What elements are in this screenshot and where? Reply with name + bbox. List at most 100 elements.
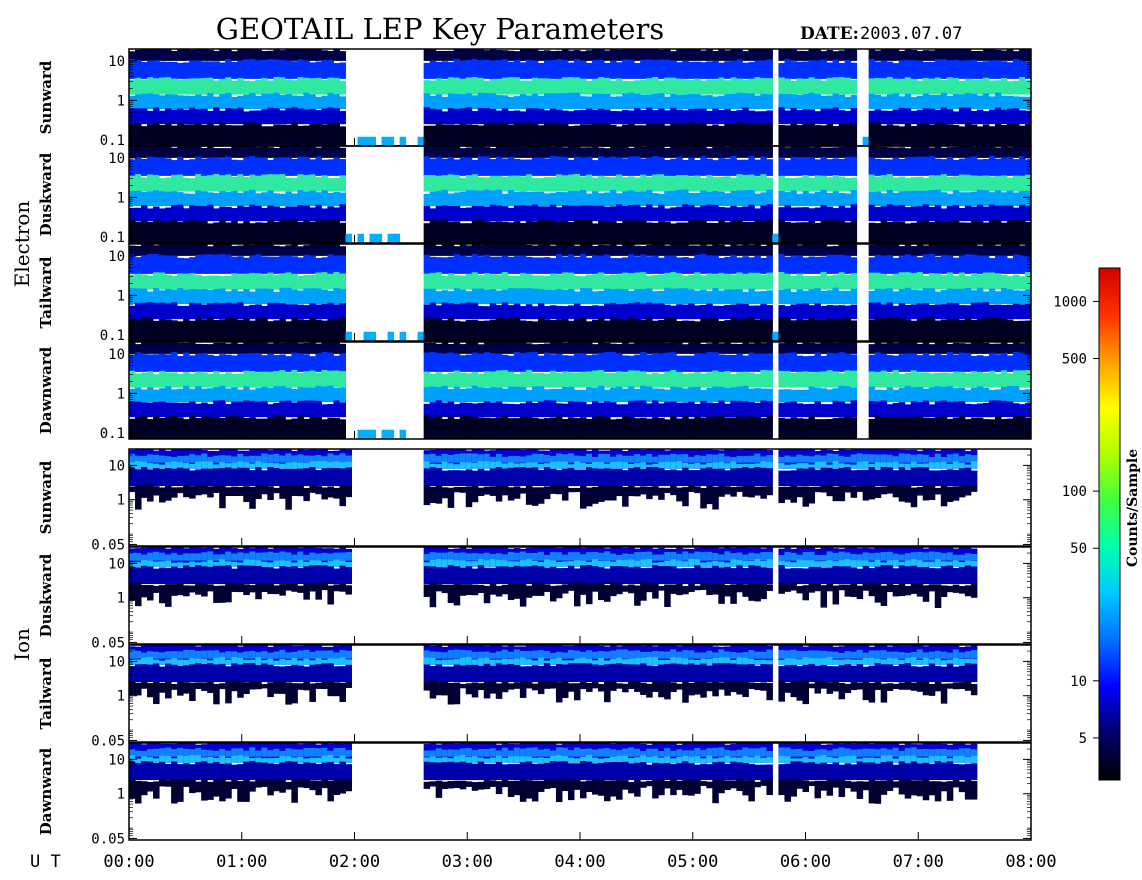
spectrum-cell [814,256,822,274]
spectrum-cell [784,342,791,354]
spectrum-cell [970,583,978,598]
spectrum-cell [844,156,852,176]
spectrum-cell [477,487,485,496]
spectrum-cell [519,191,527,207]
spectrum-cell [832,175,840,192]
spectrum-cell [634,462,641,469]
spectrum-cell [646,418,653,439]
spectrum-cell [309,255,316,274]
spectrum-cell [910,461,918,469]
spectrum-cell [549,354,557,372]
spectrum-cell [622,80,629,95]
spectrum-cell [399,331,407,341]
spectrum-cell [844,353,852,372]
spectrum-cell [447,50,455,61]
spectrum-cell [555,156,563,176]
spectrum-cell [189,124,196,146]
spectrum-cell [237,583,244,593]
spectrum-cell [820,561,828,567]
spectrum-cell [766,401,773,418]
spectrum-cell [249,146,256,158]
spectrum-cell [646,467,653,487]
spectrum-cell [183,649,190,659]
spectrum-cell [694,416,701,439]
spectrum-cell [237,562,244,567]
spectrum-cell [447,273,455,290]
spectrum-cell [165,319,172,341]
spectrum-cell [580,205,587,222]
spectrum-cell [964,205,972,222]
spectrum-cell [874,223,882,243]
spectrum-cell [441,111,449,125]
spectrum-cell [507,61,515,79]
spectrum-cell [730,146,737,158]
y-tick-label: 10 [108,249,125,265]
spectrum-cell [808,583,816,593]
spectrum-cell [255,205,262,222]
spectrum-cell [165,402,172,418]
spectrum-cell [303,288,310,305]
spectrum-cell [183,177,190,192]
spectrum-cell [946,585,954,593]
spectrum-cell [237,319,244,341]
spectrum-cell [742,342,749,354]
spectrum-cell [676,189,683,207]
spectrum-cell [724,123,731,146]
spectrum-cell [730,60,737,79]
spectrum-cell [820,108,828,125]
spectrum-cell [658,353,665,372]
spectrum-cell [543,554,551,561]
spectrum-cell [928,124,936,146]
spectrum-cell [333,191,340,207]
spectrum-cell [976,146,984,158]
spectrum-cell [423,342,431,354]
spectrum-cell [592,354,599,372]
spectrum-cell [525,80,533,95]
spectrum-cell [435,122,443,146]
spectrum-cell [243,400,250,418]
spectrum-cell [243,342,250,354]
spectrum-cell [501,468,509,487]
spectrum-cell [940,342,948,354]
spectrum-cell [555,146,563,158]
spectrum-cell [718,49,725,61]
spectrum-cell [670,462,677,469]
spectrum-cell [754,353,761,372]
spectrum-cell [898,354,906,372]
spectrum-cell [784,370,791,388]
spectrum-cell [465,553,473,561]
spectrum-cell [628,59,635,79]
spectrum-cell [231,651,238,659]
spectrum-cell [135,221,142,243]
spectrum-cell [195,146,202,158]
spectrum-cell [177,122,184,146]
spectrum-cell [748,245,755,256]
spectrum-cell [754,208,761,222]
spectrum-cell [135,77,142,95]
spectrum-cell [886,462,894,469]
spectrum-cell [495,566,503,585]
spectrum-cell [171,244,178,256]
spectrum-cell [225,59,232,79]
spectrum-cell [1012,244,1020,256]
spectrum-cell [255,273,262,290]
spectrum-cell [892,273,900,290]
spectrum-cell [970,370,978,388]
spectrum-cell [273,291,280,305]
spectrum-cell [760,93,767,110]
spectrum-cell [904,385,912,403]
spectrum-cell [712,553,719,561]
spectrum-cell [640,110,647,125]
spectrum-cell [531,560,539,567]
spectrum-cell [213,562,220,567]
spectrum-cell [495,387,503,403]
spectrum-cell [177,192,184,207]
spectrum-cell [646,403,653,418]
spectrum-cell [922,156,930,176]
spectrum-cell [1024,389,1032,403]
spectrum-cell [1006,258,1014,274]
spectrum-cell [531,245,539,256]
spectrum-cell [796,355,803,372]
spectrum-cell [922,93,930,110]
spectrum-cell [934,256,942,274]
